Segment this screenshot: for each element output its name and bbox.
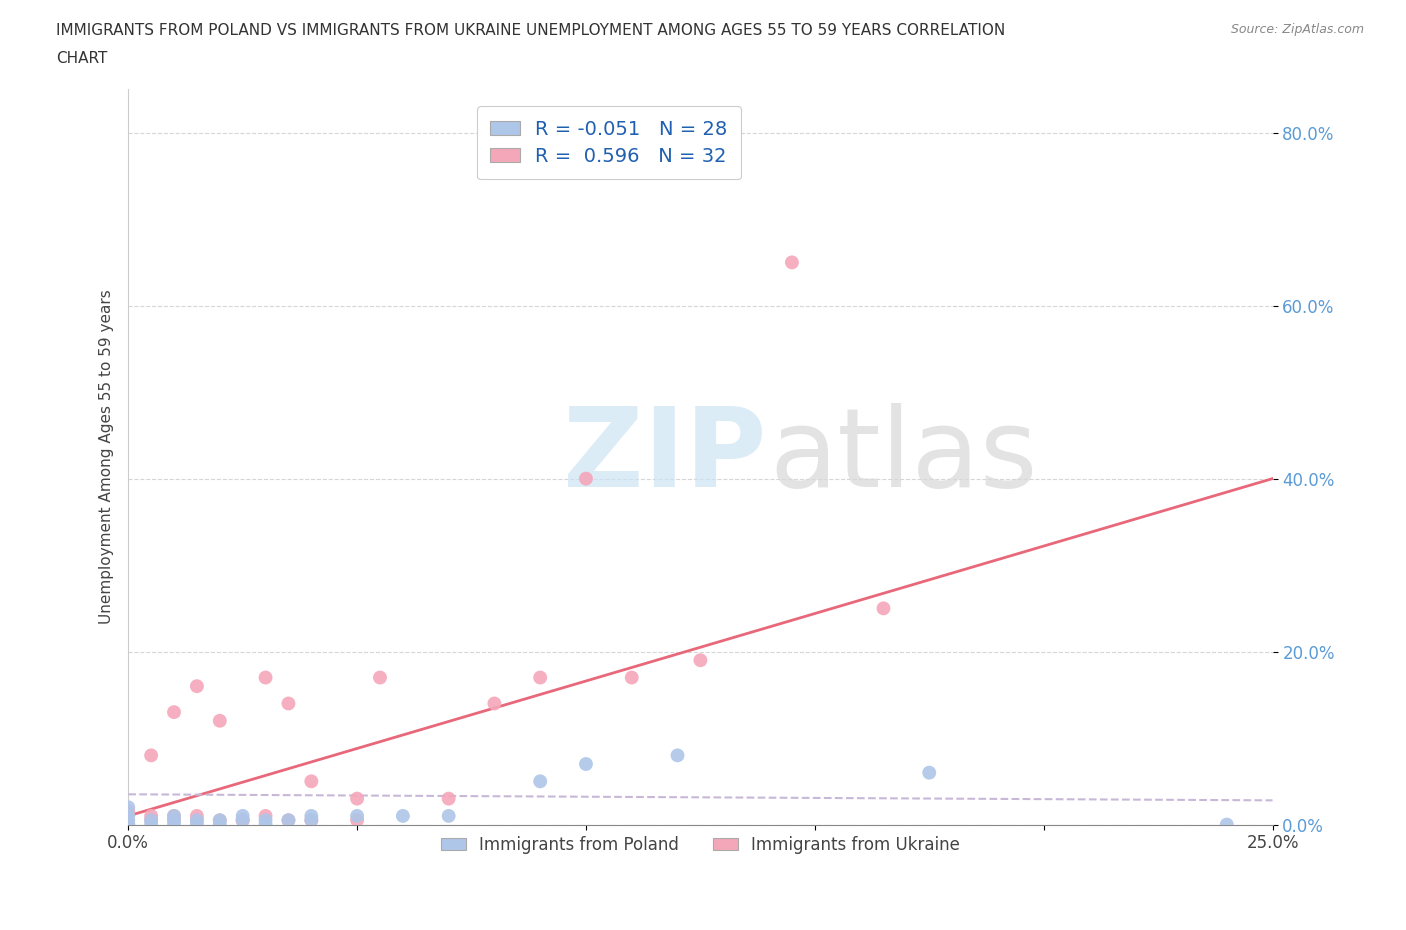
Text: Source: ZipAtlas.com: Source: ZipAtlas.com — [1230, 23, 1364, 36]
Point — [232, 808, 254, 823]
Point — [208, 813, 231, 828]
Point — [368, 671, 391, 685]
Point — [1216, 817, 1239, 832]
Point — [139, 817, 162, 832]
Point — [186, 813, 208, 828]
Point — [163, 813, 186, 828]
Point — [254, 808, 277, 823]
Point — [299, 808, 322, 823]
Point — [254, 813, 277, 828]
Point — [346, 813, 368, 828]
Point — [575, 472, 598, 486]
Point — [529, 671, 551, 685]
Point — [163, 813, 186, 828]
Point — [232, 813, 254, 828]
Point — [139, 808, 162, 823]
Point — [437, 808, 460, 823]
Point — [277, 813, 299, 828]
Point — [254, 671, 277, 685]
Text: ZIP: ZIP — [562, 404, 766, 511]
Point — [163, 808, 186, 823]
Point — [208, 813, 231, 828]
Point — [208, 817, 231, 832]
Point — [872, 601, 894, 616]
Point — [299, 813, 322, 828]
Point — [780, 255, 803, 270]
Y-axis label: Unemployment Among Ages 55 to 59 years: Unemployment Among Ages 55 to 59 years — [100, 289, 114, 624]
Point — [232, 813, 254, 828]
Point — [139, 813, 162, 828]
Point — [117, 800, 139, 815]
Point — [437, 791, 460, 806]
Point — [186, 813, 208, 828]
Point — [346, 791, 368, 806]
Point — [186, 808, 208, 823]
Point — [139, 813, 162, 828]
Text: IMMIGRANTS FROM POLAND VS IMMIGRANTS FROM UKRAINE UNEMPLOYMENT AMONG AGES 55 TO : IMMIGRANTS FROM POLAND VS IMMIGRANTS FRO… — [56, 23, 1005, 38]
Point — [620, 671, 643, 685]
Text: CHART: CHART — [56, 51, 108, 66]
Point — [918, 765, 941, 780]
Point — [139, 748, 162, 763]
Point — [529, 774, 551, 789]
Point — [392, 808, 415, 823]
Point — [232, 813, 254, 828]
Point — [277, 813, 299, 828]
Point — [575, 757, 598, 772]
Point — [117, 817, 139, 832]
Point — [117, 817, 139, 832]
Point — [186, 679, 208, 694]
Point — [299, 774, 322, 789]
Point — [484, 696, 506, 711]
Point — [163, 808, 186, 823]
Point — [117, 804, 139, 819]
Point — [689, 653, 711, 668]
Point — [186, 817, 208, 832]
Point — [346, 808, 368, 823]
Point — [117, 808, 139, 823]
Point — [299, 813, 322, 828]
Point — [117, 813, 139, 828]
Legend: Immigrants from Poland, Immigrants from Ukraine: Immigrants from Poland, Immigrants from … — [434, 829, 966, 860]
Point — [208, 713, 231, 728]
Point — [666, 748, 689, 763]
Point — [163, 817, 186, 832]
Point — [277, 696, 299, 711]
Point — [163, 705, 186, 720]
Text: atlas: atlas — [769, 404, 1038, 511]
Point — [254, 817, 277, 832]
